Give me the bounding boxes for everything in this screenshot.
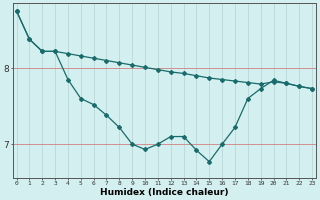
X-axis label: Humidex (Indice chaleur): Humidex (Indice chaleur): [100, 188, 228, 197]
